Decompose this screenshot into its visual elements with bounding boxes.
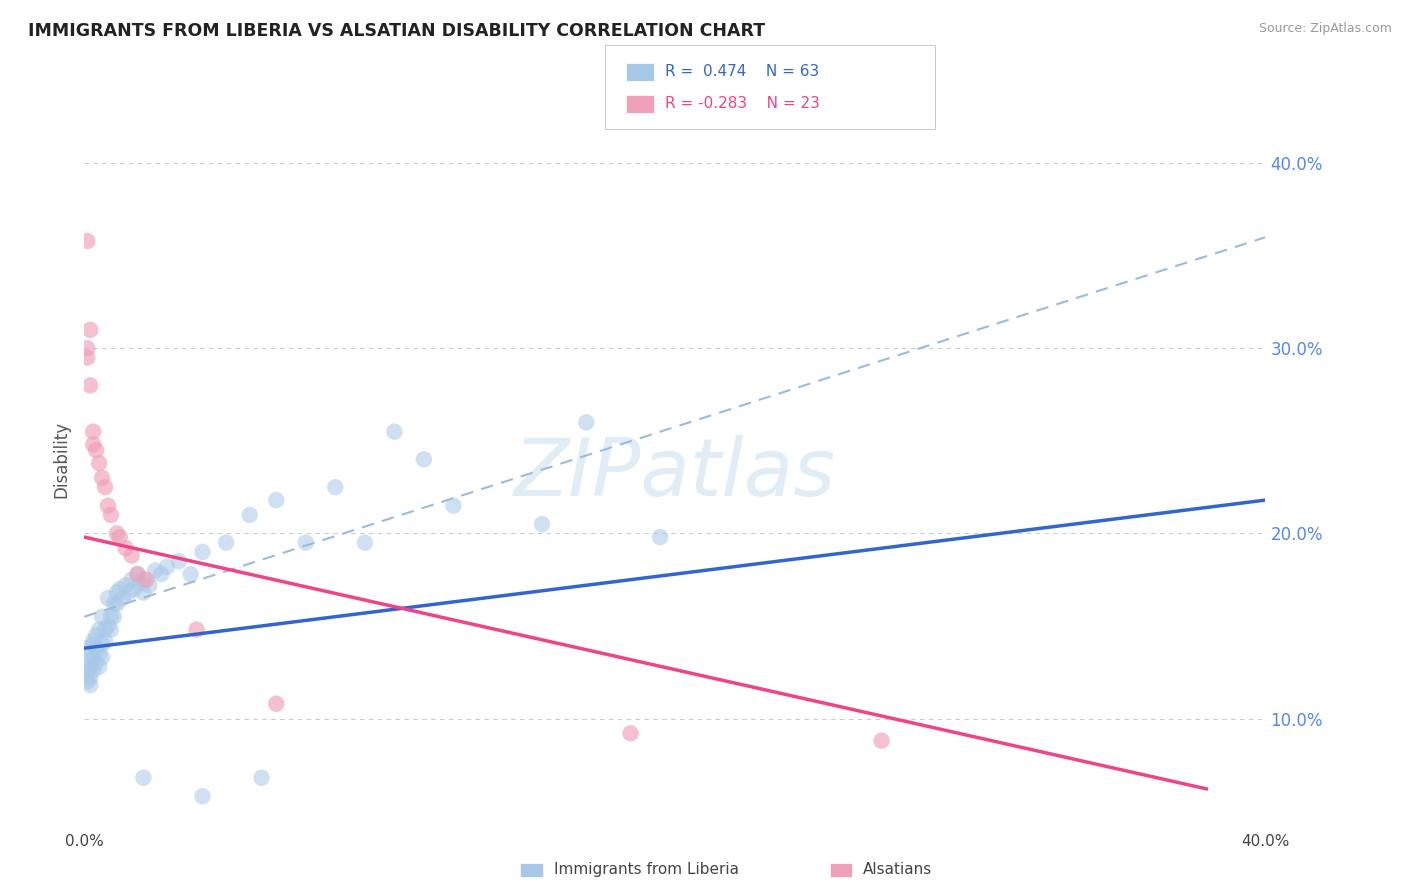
Y-axis label: Disability: Disability [52,421,70,498]
Point [105,526,128,541]
Point [191,789,214,804]
Point [97,499,120,513]
Point [250,771,273,785]
Point [100,623,122,637]
Point [76,674,98,689]
Point [87,659,111,673]
Point [150,567,173,582]
Text: R =  0.474    N = 63: R = 0.474 N = 63 [665,64,820,79]
Point [82,633,104,648]
Point [100,508,122,522]
Point [325,480,347,494]
Point [87,647,111,661]
Point [87,456,111,470]
Point [79,659,101,673]
Text: Alsatians: Alsatians [863,863,932,877]
Point [132,771,155,785]
Point [138,578,160,592]
Point [103,609,125,624]
Point [143,564,166,578]
Point [114,541,136,556]
Point [111,591,134,606]
Point [79,678,101,692]
Point [82,637,104,651]
Point [129,576,152,591]
Point [82,664,104,678]
Text: R = -0.283    N = 23: R = -0.283 N = 23 [665,96,820,112]
Point [191,545,214,559]
Point [575,415,598,429]
Point [156,559,179,574]
Point [76,342,98,356]
Point [295,535,318,549]
Point [266,493,288,508]
Point [870,733,893,747]
Point [82,425,104,439]
Point [91,471,114,485]
Point [239,508,262,522]
Point [79,378,101,392]
Text: IMMIGRANTS FROM LIBERIA VS ALSATIAN DISABILITY CORRELATION CHART: IMMIGRANTS FROM LIBERIA VS ALSATIAN DISA… [28,22,765,40]
Point [94,633,117,648]
Point [76,351,98,365]
Point [114,578,136,592]
Point [84,443,107,458]
Point [132,585,155,599]
Text: Immigrants from Liberia: Immigrants from Liberia [554,863,740,877]
Point [94,480,117,494]
Point [103,597,125,611]
Point [127,567,149,582]
Point [91,637,114,651]
Point [76,656,98,670]
Point [84,628,107,642]
Point [121,549,143,563]
Point [132,573,155,587]
Point [135,573,157,587]
Point [84,641,107,656]
Point [382,425,406,439]
Point [215,535,238,549]
Point [108,582,131,596]
Point [127,567,149,582]
Point [76,665,98,680]
Point [180,567,202,582]
Point [186,623,208,637]
Point [97,619,120,633]
Text: ZIPatlas: ZIPatlas [513,435,837,513]
Text: Source: ZipAtlas.com: Source: ZipAtlas.com [1258,22,1392,36]
Point [84,656,107,670]
Point [87,623,111,637]
Point [97,591,120,606]
Point [167,554,190,568]
Point [76,234,98,248]
Point [413,452,436,467]
Point [124,582,146,596]
Point [620,726,643,740]
Point [266,697,288,711]
Point [100,609,122,624]
Point [79,323,101,337]
Point [531,517,554,532]
Point [91,650,114,665]
Point [79,671,101,685]
Point [121,573,143,587]
Point [105,597,128,611]
Point [76,641,98,656]
Point [118,585,141,599]
Point [443,499,465,513]
Point [79,647,101,661]
Point [105,585,128,599]
Point [354,535,377,549]
Point [650,530,672,544]
Point [108,530,131,544]
Point [91,609,114,624]
Point [82,437,104,451]
Point [82,652,104,666]
Point [94,623,117,637]
